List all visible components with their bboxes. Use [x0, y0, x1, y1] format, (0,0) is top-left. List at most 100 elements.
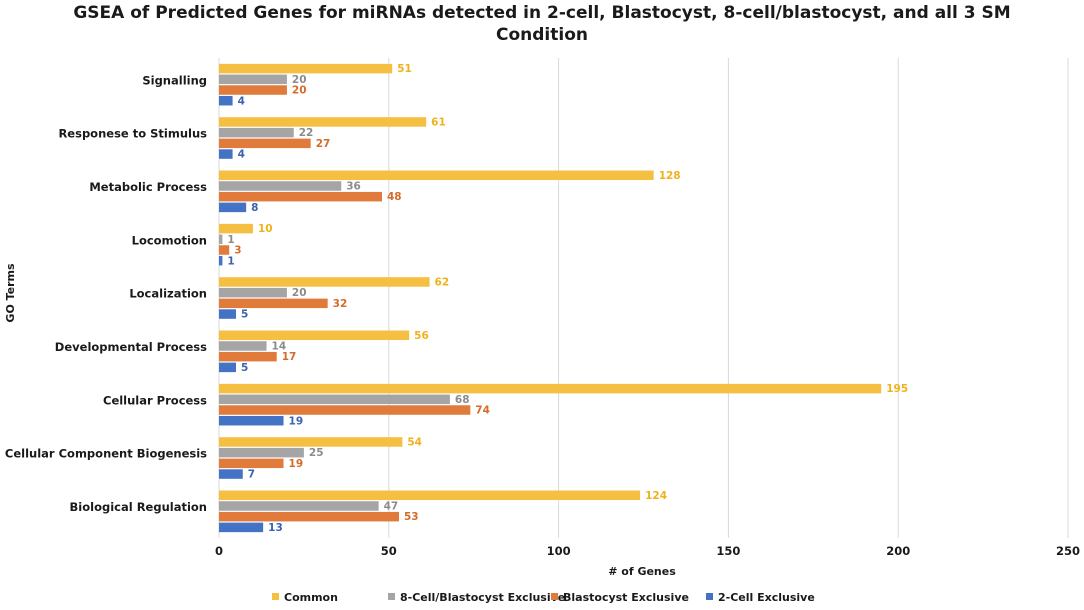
x-tick-label: 50: [381, 544, 397, 558]
bar-2-cell-exclusive-3: [219, 255, 223, 266]
category-label: Signalling: [142, 73, 207, 87]
data-label: 4: [238, 149, 245, 161]
x-tick-label: 150: [716, 544, 740, 558]
category-label: Locomotion: [132, 233, 207, 247]
bar-common-1: [219, 117, 427, 127]
data-label: 19: [289, 458, 304, 470]
bar-common-6: [219, 383, 882, 394]
category-label: Biological Regulation: [70, 500, 207, 514]
data-label: 48: [387, 191, 402, 203]
data-label: 14: [272, 341, 287, 353]
data-label: 61: [431, 117, 446, 129]
data-label: 13: [268, 522, 283, 534]
bar-blastocyst-exclusive-1: [219, 138, 311, 149]
bar-2-cell-exclusive-6: [219, 415, 284, 426]
bar-common-4: [219, 277, 430, 287]
x-tick-labels: 0 50 100 150 200 250: [215, 544, 1080, 558]
legend-swatch-3: [706, 593, 713, 600]
legend-label: Blastocyst Exclusive: [563, 591, 689, 604]
bar-2-cell-exclusive-1: [219, 149, 233, 159]
legend-swatch-0: [272, 593, 279, 600]
bar-blastocyst-exclusive-3: [219, 245, 230, 255]
data-label: 62: [435, 277, 450, 289]
data-label: 51: [397, 63, 412, 75]
category-label: Metabolic Process: [89, 180, 207, 194]
data-label: 5: [241, 362, 248, 374]
bar-8-cell-blastocyst-exclusive-2: [219, 181, 342, 191]
data-label: 53: [404, 511, 419, 523]
category-label: Cellular Component Biogenesis: [5, 447, 207, 461]
legend-label: 8-Cell/Blastocyst Exclusive: [400, 591, 565, 604]
data-label: 20: [292, 287, 307, 299]
bar-2-cell-exclusive-5: [219, 362, 236, 373]
data-label: 17: [282, 351, 297, 363]
category-label: Localization: [129, 287, 207, 301]
bar-2-cell-exclusive-8: [219, 522, 264, 533]
data-label: 54: [407, 437, 422, 449]
bar-8-cell-blastocyst-exclusive-7: [219, 447, 304, 458]
bar-common-7: [219, 437, 403, 447]
data-label: 27: [316, 138, 331, 150]
bar-common-5: [219, 330, 410, 341]
bar-2-cell-exclusive-0: [219, 95, 233, 106]
data-label: 56: [414, 330, 429, 342]
data-label: 74: [475, 405, 490, 417]
bars: [219, 63, 882, 533]
category-labels: Signalling Responese to Stimulus Metabolic…: [5, 73, 207, 514]
bar-blastocyst-exclusive-0: [219, 85, 287, 95]
bar-blastocyst-exclusive-6: [219, 405, 471, 415]
bar-8-cell-blastocyst-exclusive-3: [219, 234, 223, 245]
bar-2-cell-exclusive-2: [219, 202, 247, 213]
data-label: 195: [886, 383, 908, 395]
data-label: 10: [258, 223, 273, 235]
x-axis-title: # of Genes: [608, 565, 676, 578]
legend-label: Common: [284, 591, 338, 604]
data-label: 68: [455, 394, 470, 406]
data-label: 25: [309, 447, 324, 459]
data-label: 20: [292, 74, 307, 86]
data-label: 20: [292, 85, 307, 97]
bar-blastocyst-exclusive-4: [219, 298, 328, 309]
bar-common-3: [219, 223, 253, 234]
y-axis-title: GO Terms: [4, 263, 17, 323]
legend-label: 2-Cell Exclusive: [718, 591, 815, 604]
bar-common-0: [219, 63, 393, 74]
bar-8-cell-blastocyst-exclusive-5: [219, 341, 267, 351]
data-label: 8: [251, 202, 258, 214]
data-label: 3: [234, 245, 241, 257]
bar-2-cell-exclusive-7: [219, 469, 243, 479]
data-label: 32: [333, 298, 348, 310]
bar-blastocyst-exclusive-8: [219, 511, 399, 522]
bar-8-cell-blastocyst-exclusive-8: [219, 501, 379, 511]
bar-common-8: [219, 490, 641, 501]
bar-blastocyst-exclusive-7: [219, 458, 284, 469]
data-label: 4: [238, 95, 245, 107]
data-label: 128: [659, 170, 681, 182]
category-label: Cellular Process: [103, 393, 207, 407]
legend: Common 8-Cell/Blastocyst ExclusiveBlastoc…: [272, 591, 815, 604]
data-label: 47: [384, 501, 399, 513]
x-tick-label: 100: [547, 544, 571, 558]
gridlines: [218, 58, 1069, 538]
bar-2-cell-exclusive-4: [219, 309, 236, 319]
category-label: Developmental Process: [55, 340, 207, 354]
x-tick-label: 250: [1056, 544, 1080, 558]
legend-swatch-2: [551, 593, 558, 600]
data-labels: 5120204612227412836488101316220325561417…: [227, 63, 908, 534]
data-label: 7: [248, 469, 255, 481]
bar-8-cell-blastocyst-exclusive-4: [219, 287, 287, 298]
data-label: 1: [227, 255, 234, 267]
data-label: 1: [227, 234, 234, 246]
category-label: Responese to Stimulus: [58, 127, 207, 141]
data-label: 22: [299, 127, 314, 139]
chart-title-line2: Condition: [496, 25, 588, 45]
legend-swatch-1: [388, 593, 395, 600]
bar-8-cell-blastocyst-exclusive-6: [219, 394, 450, 405]
bar-blastocyst-exclusive-5: [219, 351, 277, 362]
bar-blastocyst-exclusive-2: [219, 191, 383, 202]
data-label: 5: [241, 309, 248, 321]
data-label: 36: [346, 181, 361, 193]
bar-common-2: [219, 170, 654, 181]
